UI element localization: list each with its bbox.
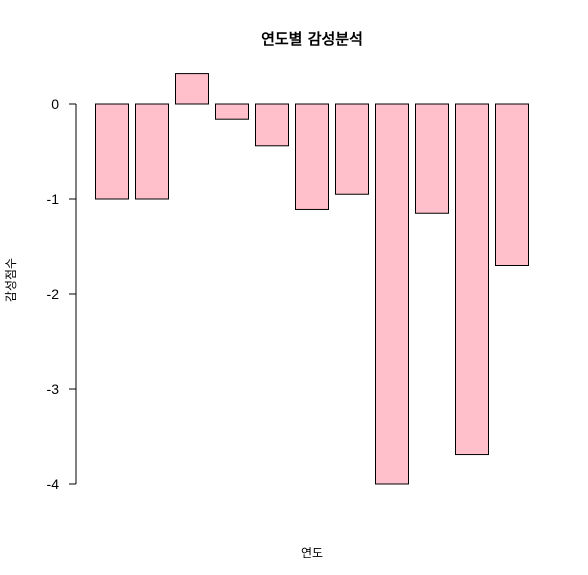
y-tick-label: -1: [47, 191, 60, 207]
bar-10: [455, 103, 489, 456]
bar-6: [295, 103, 329, 210]
bar-9: [415, 103, 449, 214]
bar-1: [95, 103, 129, 200]
bar-5: [255, 103, 289, 147]
bar-8: [375, 103, 409, 485]
bar-4: [215, 103, 249, 120]
y-axis: 0 -1 -2 -3 -4: [47, 96, 77, 492]
y-tick-label: 0: [51, 96, 59, 112]
bar-7: [335, 103, 369, 195]
y-tick-label: -2: [47, 286, 60, 302]
bar-group: [95, 73, 529, 485]
bar-3: [175, 73, 209, 105]
y-ticks: 0 -1 -2 -3 -4: [47, 96, 76, 492]
bar-2: [135, 103, 169, 200]
y-axis-label: 감성점수: [4, 258, 18, 302]
bar-11: [495, 103, 529, 266]
y-tick-label: -4: [47, 476, 60, 492]
x-axis-label: 연도: [301, 546, 323, 560]
chart-title: 연도별 감성분석: [261, 30, 363, 48]
y-tick-label: -3: [47, 381, 60, 397]
